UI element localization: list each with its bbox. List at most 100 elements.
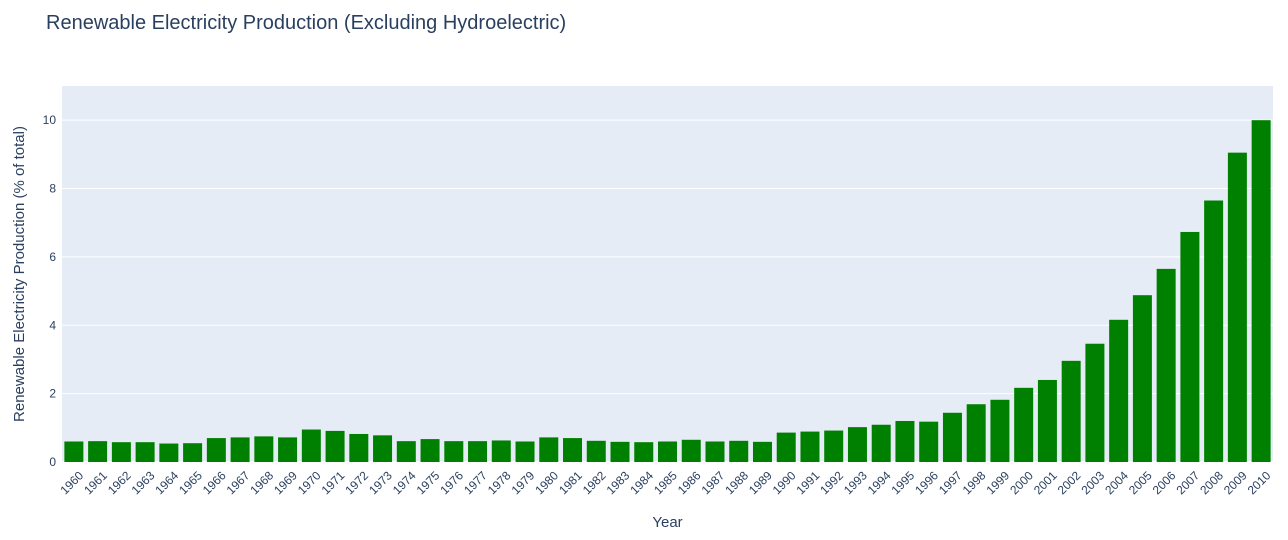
bar-2005[interactable] xyxy=(1132,295,1152,462)
bar-1994[interactable] xyxy=(871,424,891,462)
bar-1969[interactable] xyxy=(278,437,298,462)
y-tick-label: 10 xyxy=(43,113,57,127)
bar-1963[interactable] xyxy=(135,442,155,462)
bar-1985[interactable] xyxy=(658,441,677,462)
x-tick-label: 1971 xyxy=(319,468,348,497)
bar-1996[interactable] xyxy=(919,421,939,462)
x-tick-label: 1987 xyxy=(699,468,728,497)
bar-1980[interactable] xyxy=(539,437,559,462)
x-tick-label: 1977 xyxy=(461,468,490,497)
bar-1988[interactable] xyxy=(729,440,749,462)
x-tick-label: 1997 xyxy=(936,468,965,497)
bar-1965[interactable] xyxy=(183,443,203,462)
x-tick-label: 1972 xyxy=(342,468,371,497)
bar-2004[interactable] xyxy=(1109,319,1129,462)
bar-1966[interactable] xyxy=(206,438,226,462)
x-tick-label: 1981 xyxy=(556,468,585,497)
x-tick-label: 2000 xyxy=(1007,468,1036,497)
bar-1972[interactable] xyxy=(349,433,369,462)
bar-1977[interactable] xyxy=(468,441,488,462)
bar-1961[interactable] xyxy=(88,441,108,462)
bar-1992[interactable] xyxy=(824,430,844,462)
bar-1989[interactable] xyxy=(752,441,772,462)
bar-2002[interactable] xyxy=(1061,360,1081,462)
bar-1987[interactable] xyxy=(705,441,725,462)
x-tick-label: 2003 xyxy=(1078,468,1107,497)
x-tick-label: 1976 xyxy=(437,468,466,497)
bars xyxy=(64,120,1271,462)
y-tick-label: 0 xyxy=(49,455,56,469)
bar-1973[interactable] xyxy=(373,435,393,462)
x-tick-label: 1982 xyxy=(580,468,609,497)
x-tick-label: 2002 xyxy=(1055,468,1084,497)
bar-1995[interactable] xyxy=(895,420,915,462)
y-tick-label: 4 xyxy=(49,318,56,332)
x-tick-label: 2001 xyxy=(1031,468,1060,497)
bar-1991[interactable] xyxy=(800,431,820,462)
x-tick-label: 1999 xyxy=(983,468,1012,497)
x-axis-title: Year xyxy=(652,514,682,531)
bar-1971[interactable] xyxy=(325,430,345,462)
x-tick-label: 1990 xyxy=(770,468,799,497)
bar-1964[interactable] xyxy=(159,443,179,462)
x-tick-label: 1978 xyxy=(485,468,514,497)
x-tick-label: 1966 xyxy=(200,468,229,497)
x-tick-label: 2010 xyxy=(1245,468,1274,497)
bar-1968[interactable] xyxy=(254,436,274,462)
y-tick-labels: 0 2 4 6 8 10 xyxy=(43,113,57,469)
bar-1986[interactable] xyxy=(681,439,701,462)
x-tick-label: 1980 xyxy=(532,468,561,497)
bar-1978[interactable] xyxy=(491,440,511,462)
x-tick-label: 2006 xyxy=(1150,468,1179,497)
x-tick-label: 1962 xyxy=(105,468,134,497)
x-tick-label: 1989 xyxy=(746,468,775,497)
bar-2007[interactable] xyxy=(1180,231,1200,462)
x-tick-label: 1974 xyxy=(390,468,419,497)
y-tick-label: 8 xyxy=(49,182,56,196)
x-tick-label: 1986 xyxy=(675,468,704,497)
y-tick-label: 6 xyxy=(49,250,56,264)
x-tick-label: 2004 xyxy=(1102,468,1131,497)
bar-1974[interactable] xyxy=(396,441,416,462)
bar-1960[interactable] xyxy=(64,441,84,462)
bar-1962[interactable] xyxy=(111,442,131,462)
bar-1967[interactable] xyxy=(230,437,250,462)
bar-1981[interactable] xyxy=(563,438,583,462)
bar-1982[interactable] xyxy=(586,440,606,462)
x-tick-label: 1967 xyxy=(224,468,253,497)
bar-2009[interactable] xyxy=(1227,152,1247,462)
x-tick-label: 1992 xyxy=(817,468,846,497)
x-tick-label: 1961 xyxy=(81,468,110,497)
bar-1976[interactable] xyxy=(444,441,464,462)
bar-2001[interactable] xyxy=(1037,379,1057,462)
bar-2000[interactable] xyxy=(1014,387,1034,462)
bar-1990[interactable] xyxy=(776,432,796,462)
bar-2006[interactable] xyxy=(1156,268,1176,462)
x-tick-label: 1988 xyxy=(722,468,751,497)
x-tick-label: 1996 xyxy=(912,468,941,497)
bar-1983[interactable] xyxy=(610,441,630,462)
x-tick-label: 1968 xyxy=(247,468,276,497)
bar-1997[interactable] xyxy=(942,412,962,462)
x-tick-label: 1993 xyxy=(841,468,870,497)
bar-1999[interactable] xyxy=(990,399,1010,462)
x-tick-label: 2007 xyxy=(1173,468,1202,497)
bar-1975[interactable] xyxy=(420,439,440,462)
bar-2003[interactable] xyxy=(1085,343,1105,462)
bar-1993[interactable] xyxy=(847,427,867,462)
bar-1984[interactable] xyxy=(634,442,654,462)
x-tick-label: 1998 xyxy=(960,468,989,497)
x-tick-label: 1964 xyxy=(152,468,181,497)
x-tick-label: 1975 xyxy=(414,468,443,497)
x-tick-label: 1984 xyxy=(627,468,656,497)
bar-1979[interactable] xyxy=(515,441,535,462)
x-tick-label: 2005 xyxy=(1126,468,1155,497)
bar-2008[interactable] xyxy=(1204,200,1224,462)
y-tick-label: 2 xyxy=(49,387,56,401)
x-tick-label: 2009 xyxy=(1221,468,1250,497)
bar-2010[interactable] xyxy=(1251,120,1271,462)
bar-1970[interactable] xyxy=(301,429,321,462)
bar-1998[interactable] xyxy=(966,404,986,462)
